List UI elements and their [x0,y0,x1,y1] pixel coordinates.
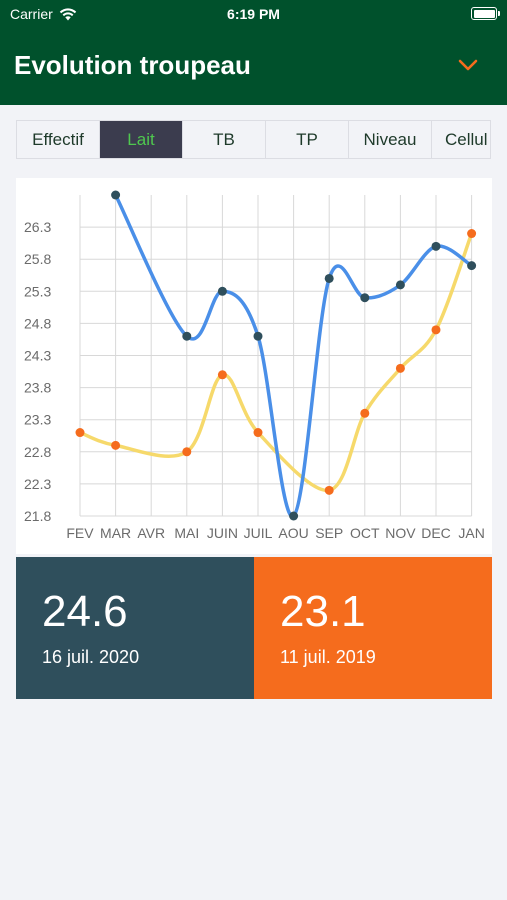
data-point-current [182,331,192,341]
data-point-previous [467,229,477,239]
data-point-previous [431,325,441,335]
data-point-previous [395,363,405,373]
y-tick-label: 23.8 [24,380,51,396]
x-tick-label: JUIL [244,525,273,541]
line-chart: 26.3 25.8 25.3 24.8 24.3 23.8 23.3 22.8 22.3 21.8… [16,178,492,554]
x-tick-label: SEP [315,525,343,541]
data-point-previous [217,370,227,380]
wifi-icon [59,7,76,20]
app-header: Evolution troupeau [0,28,507,105]
tab-tp[interactable]: TP [266,121,349,158]
y-tick-label: 24.3 [24,348,51,364]
stat-current-value: 24.6 [42,587,128,636]
stats-panel: 24.6 16 juil. 2020 23.1 11 juil. 2019 [16,557,492,699]
data-point-previous [75,428,85,438]
data-point-current [253,331,263,341]
stat-current-date: 16 juil. 2020 [42,647,140,667]
chart-canvas: 26.3 25.8 25.3 24.8 24.3 23.8 23.3 22.8 22.3 21.8… [24,190,485,541]
stat-previous-date: 11 juil. 2019 [280,647,376,667]
battery-icon [471,7,500,20]
data-point-previous [360,408,370,418]
data-point-current [289,511,299,521]
page-title: Evolution troupeau [14,50,251,80]
y-tick-label: 26.3 [24,219,51,235]
tab-niveau[interactable]: Niveau [349,121,432,158]
data-point-previous [182,447,192,457]
tab-effectif[interactable]: Effectif [17,121,100,158]
carrier-label: Carrier [10,6,53,22]
y-tick-label: 24.8 [24,315,51,331]
series-line-previous [78,231,474,493]
x-tick-label: AOU [278,525,308,541]
x-tick-label: OCT [350,525,380,541]
data-point-current [467,261,477,271]
data-point-previous [324,485,334,495]
x-tick-label: FEV [66,525,94,541]
data-point-previous [111,440,121,450]
chevron-down-icon[interactable] [457,54,479,76]
x-tick-label: MAR [100,525,131,541]
tab-cellules[interactable]: Cellul [445,129,488,149]
tab-lait[interactable]: Lait [100,121,183,158]
data-point-current [431,241,441,251]
y-tick-label: 22.8 [24,444,51,460]
metric-tabs: Effectif Lait TB TP Niveau Cellul [16,120,491,159]
x-tick-label: JAN [458,525,484,541]
x-tick-label: MAI [174,525,199,541]
status-bar: Carrier 6:19 PM [0,0,507,28]
y-tick-label: 21.8 [24,508,51,524]
x-tick-label: AVR [137,525,165,541]
x-tick-label: NOV [385,525,416,541]
status-time: 6:19 PM [227,6,280,22]
carrier-info: Carrier [10,6,77,22]
y-tick-label: 25.3 [24,283,51,299]
tab-tb[interactable]: TB [183,121,266,158]
x-tick-label: JUIN [207,525,238,541]
x-tick-label: DEC [421,525,451,541]
y-tick-label: 25.8 [24,251,51,267]
y-tick-label: 22.3 [24,476,51,492]
y-tick-label: 23.3 [24,412,51,428]
stat-previous-value: 23.1 [280,587,366,636]
data-point-current [360,293,370,303]
data-point-current [217,286,227,296]
stat-current: 24.6 16 juil. 2020 [16,557,254,699]
data-point-current [111,190,121,200]
data-point-current [324,273,334,283]
stat-previous: 23.1 11 juil. 2019 [254,557,492,699]
data-point-previous [253,428,263,438]
data-point-current [395,280,405,290]
